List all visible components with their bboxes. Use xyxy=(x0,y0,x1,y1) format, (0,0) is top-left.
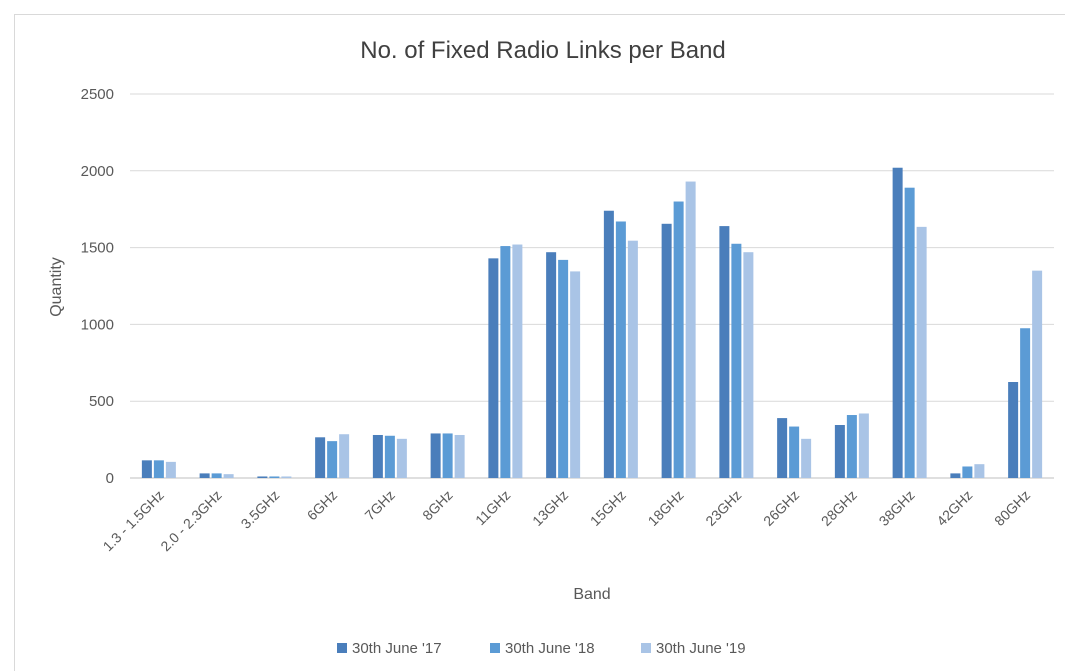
bar xyxy=(558,259,569,478)
bar xyxy=(396,438,407,478)
bar xyxy=(442,433,453,478)
legend-label: 30th June '19 xyxy=(656,640,746,657)
x-tick-label: 38GHz xyxy=(876,487,918,529)
x-tick-label: 42GHz xyxy=(933,487,975,529)
bar xyxy=(546,252,557,478)
bar xyxy=(916,226,927,478)
bar xyxy=(789,426,800,478)
bar xyxy=(500,246,511,478)
x-tick-label: 26GHz xyxy=(760,487,802,529)
x-axis-title: Band xyxy=(573,586,610,603)
legend-label: 30th June '18 xyxy=(505,640,595,657)
x-tick-label: 80GHz xyxy=(991,487,1033,529)
legend: 30th June '17 30th June '18 30th June '19 xyxy=(337,640,746,657)
bar xyxy=(257,476,268,478)
x-tick-label: 1.3 - 1.5GHz xyxy=(100,487,167,554)
gridlines xyxy=(130,93,1054,479)
y-tick-label: 2500 xyxy=(81,86,114,103)
bar xyxy=(153,460,164,478)
x-tick-label: 3.5GHz xyxy=(238,487,283,532)
bar xyxy=(1032,270,1043,478)
bar xyxy=(1008,382,1019,478)
bar xyxy=(719,226,730,478)
x-tick-label: 8GHz xyxy=(419,487,456,524)
bar xyxy=(603,210,614,478)
bar xyxy=(570,271,581,478)
x-tick-label: 6GHz xyxy=(304,487,341,524)
bar xyxy=(327,441,338,478)
bar xyxy=(904,187,915,479)
y-axis-title: Quantity xyxy=(48,257,65,317)
legend-swatch xyxy=(490,643,500,653)
bar xyxy=(846,415,857,478)
y-tick-label: 1500 xyxy=(81,240,114,257)
bar xyxy=(892,167,903,478)
bar xyxy=(1020,328,1031,478)
bar xyxy=(661,223,672,478)
bar xyxy=(430,433,441,478)
legend-swatch xyxy=(641,643,651,653)
x-tick-label: 18GHz xyxy=(645,487,687,529)
bar xyxy=(673,201,684,478)
bars xyxy=(141,167,1043,479)
y-tick-label: 1000 xyxy=(81,316,114,333)
bar xyxy=(834,425,845,478)
x-tick-label: 11GHz xyxy=(472,487,513,528)
bar xyxy=(372,434,383,478)
bar xyxy=(211,473,222,478)
bar xyxy=(685,181,696,478)
bar xyxy=(488,258,499,478)
x-tick-label: 15GHz xyxy=(587,487,629,529)
bar xyxy=(627,240,638,478)
bar xyxy=(141,460,152,478)
bar xyxy=(962,466,973,478)
y-tick-label: 2000 xyxy=(81,163,114,180)
x-tick-label: 2.0 - 2.3GHz xyxy=(157,487,224,554)
y-tick-label: 500 xyxy=(89,393,114,410)
bar xyxy=(384,435,395,478)
bar xyxy=(165,461,176,478)
bar xyxy=(339,434,350,478)
x-tick-label: 23GHz xyxy=(702,487,744,529)
bar xyxy=(315,437,326,478)
bar xyxy=(950,473,961,478)
x-tick-label: 13GHz xyxy=(529,487,571,529)
bar xyxy=(281,476,292,478)
chart-border xyxy=(14,14,1065,671)
bar xyxy=(858,413,869,478)
x-tick-label: 7GHz xyxy=(361,487,398,524)
bar xyxy=(454,434,465,478)
bar xyxy=(801,438,812,478)
bar xyxy=(731,243,742,478)
bar xyxy=(223,474,234,478)
y-tick-label: 0 xyxy=(106,470,114,487)
bar xyxy=(777,418,788,478)
legend-label: 30th June '17 xyxy=(352,640,442,657)
bar xyxy=(269,476,280,478)
chart-title: No. of Fixed Radio Links per Band xyxy=(360,37,726,64)
y-axis-ticks: 0 500 1000 1500 2000 2500 xyxy=(81,86,114,487)
bar xyxy=(743,252,754,478)
bar xyxy=(512,244,523,478)
bar xyxy=(615,221,626,478)
legend-swatch xyxy=(337,643,347,653)
x-tick-label: 28GHz xyxy=(818,487,860,529)
bar xyxy=(974,464,985,478)
bar xyxy=(199,473,210,478)
